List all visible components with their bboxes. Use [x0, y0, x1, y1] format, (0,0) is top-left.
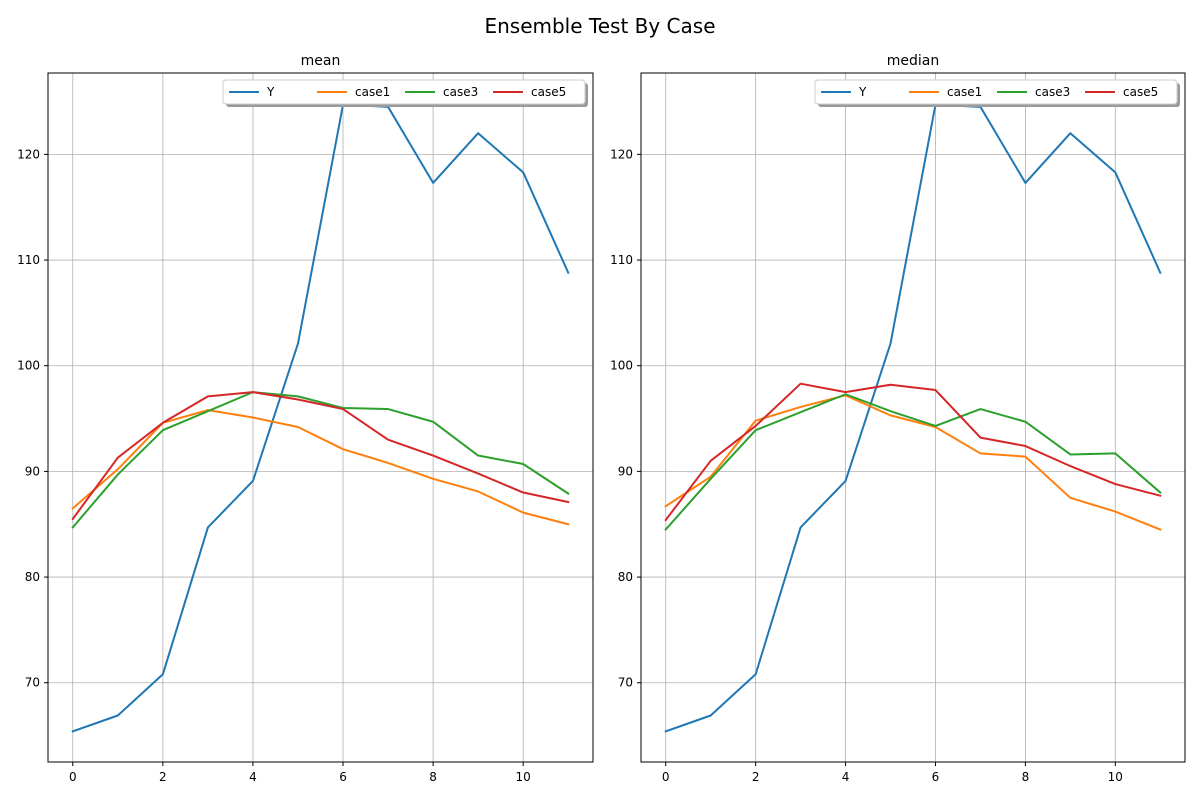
y-tick-label: 70 [25, 676, 40, 690]
series-lines [71, 103, 570, 733]
legend-label-case5: case5 [1123, 85, 1158, 99]
y-tick-label: 80 [618, 570, 633, 584]
subplot-title: median [887, 53, 939, 69]
legend-label-case1: case1 [947, 85, 982, 99]
x-tick-label: 0 [662, 770, 670, 784]
legend-label-case3: case3 [1035, 85, 1070, 99]
x-tick-label: 2 [159, 770, 167, 784]
series-lines [664, 103, 1162, 733]
series-line-case1 [71, 409, 570, 526]
plot-area [641, 73, 1185, 762]
y-tick-label: 110 [610, 253, 633, 267]
x-tick-label: 6 [339, 770, 347, 784]
y-tick-label: 110 [17, 253, 40, 267]
legend-label-case1: case1 [355, 85, 390, 99]
y-tick-label: 90 [25, 464, 40, 478]
subplot-mean: 0 2 4 6 8 10 70 80 90 100 110 120 mean Y case1 case3 cas… [17, 53, 594, 784]
axes-frame [47, 72, 594, 763]
series-line-Y [71, 103, 570, 733]
legend-box [814, 79, 1178, 105]
x-tick-label: 8 [429, 770, 437, 784]
legend-label-Y: Y [858, 85, 867, 99]
series-line-case1 [664, 394, 1162, 531]
x-tick-label: 6 [932, 770, 940, 784]
legend-label-case5: case5 [531, 85, 566, 99]
legend-label-case3: case3 [443, 85, 478, 99]
series-line-case3 [71, 391, 570, 529]
y-tick-label: 90 [618, 464, 633, 478]
plot-area [48, 73, 593, 762]
y-tick-label: 80 [25, 570, 40, 584]
series-line-case5 [664, 382, 1162, 522]
y-tick-label: 100 [17, 359, 40, 373]
series-line-case5 [71, 391, 570, 521]
y-tick-label: 120 [17, 147, 40, 161]
series-line-Y [664, 103, 1162, 733]
x-tick-label: 2 [752, 770, 760, 784]
x-tick-label: 4 [249, 770, 257, 784]
y-tick-label: 120 [610, 147, 633, 161]
subplot-median: 0 2 4 6 8 10 70 80 90 100 110 120 median Y case1 case3 c… [610, 53, 1186, 784]
x-tick-label: 0 [69, 770, 77, 784]
y-tick-label: 100 [610, 359, 633, 373]
legend-label-Y: Y [266, 85, 275, 99]
x-tick-label: 10 [516, 770, 531, 784]
x-tick-label: 10 [1108, 770, 1123, 784]
axes-frame [640, 72, 1186, 763]
series-line-case3 [664, 393, 1162, 531]
x-tick-label: 8 [1022, 770, 1030, 784]
y-tick-label: 70 [618, 676, 633, 690]
figure-suptitle: Ensemble Test By Case [484, 14, 715, 38]
subplot-title: mean [301, 53, 341, 69]
legend-box [222, 79, 586, 105]
x-tick-label: 4 [842, 770, 850, 784]
